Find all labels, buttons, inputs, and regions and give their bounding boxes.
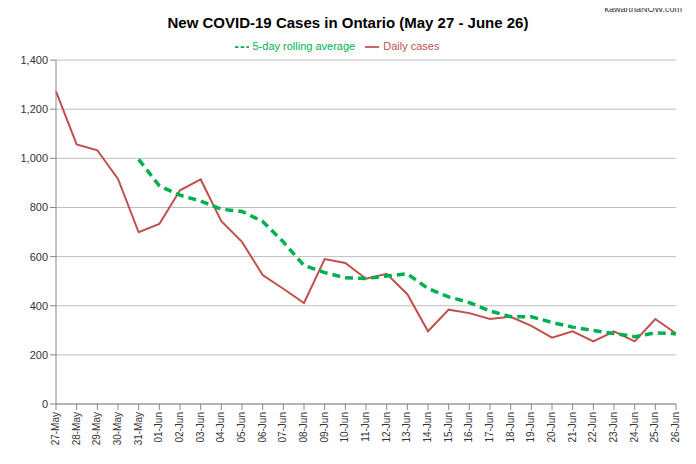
svg-text:18-Jun: 18-Jun bbox=[505, 412, 516, 443]
svg-text:01-Jun: 01-Jun bbox=[153, 412, 164, 443]
svg-text:29-May: 29-May bbox=[91, 412, 102, 445]
svg-text:400: 400 bbox=[30, 300, 48, 312]
svg-text:07-Jun: 07-Jun bbox=[277, 412, 288, 443]
svg-text:600: 600 bbox=[30, 251, 48, 263]
svg-text:09-Jun: 09-Jun bbox=[319, 412, 330, 443]
svg-text:23-Jun: 23-Jun bbox=[608, 412, 619, 443]
svg-text:08-Jun: 08-Jun bbox=[298, 412, 309, 443]
svg-text:30-May: 30-May bbox=[112, 412, 123, 445]
svg-text:28-May: 28-May bbox=[71, 412, 82, 445]
svg-text:1,400: 1,400 bbox=[20, 54, 48, 66]
svg-text:1,000: 1,000 bbox=[20, 152, 48, 164]
svg-text:13-Jun: 13-Jun bbox=[401, 412, 412, 443]
svg-text:19-Jun: 19-Jun bbox=[525, 412, 536, 443]
html-text:Daily cases: Daily cases bbox=[383, 40, 440, 52]
svg-text:200: 200 bbox=[30, 349, 48, 361]
svg-text:21-Jun: 21-Jun bbox=[567, 412, 578, 443]
svg-text:800: 800 bbox=[30, 201, 48, 213]
svg-text:26-Jun: 26-Jun bbox=[670, 412, 681, 443]
svg-text:22-Jun: 22-Jun bbox=[587, 412, 598, 443]
svg-text:27-May: 27-May bbox=[50, 412, 61, 445]
svg-text:05-Jun: 05-Jun bbox=[236, 412, 247, 443]
svg-text:03-Jun: 03-Jun bbox=[195, 412, 206, 443]
svg-text:0: 0 bbox=[42, 398, 48, 410]
svg-text:15-Jun: 15-Jun bbox=[443, 412, 454, 443]
svg-text:25-Jun: 25-Jun bbox=[649, 412, 660, 443]
svg-text:06-Jun: 06-Jun bbox=[257, 412, 268, 443]
svg-text:12-Jun: 12-Jun bbox=[381, 412, 392, 443]
svg-text:20-Jun: 20-Jun bbox=[546, 412, 557, 443]
svg-text:04-Jun: 04-Jun bbox=[215, 412, 226, 443]
svg-text:16-Jun: 16-Jun bbox=[463, 412, 474, 443]
svg-text:10-Jun: 10-Jun bbox=[339, 412, 350, 443]
html-text:5-day rolling average: 5-day rolling average bbox=[252, 40, 356, 52]
svg-text:1,200: 1,200 bbox=[20, 103, 48, 115]
svg-text:14-Jun: 14-Jun bbox=[422, 412, 433, 443]
svg-text:17-Jun: 17-Jun bbox=[484, 412, 495, 443]
svg-text:24-Jun: 24-Jun bbox=[629, 412, 640, 443]
svg-text:02-Jun: 02-Jun bbox=[174, 412, 185, 443]
html-text:kawarthaNOW.com: kawarthaNOW.com bbox=[604, 4, 682, 14]
svg-text:31-May: 31-May bbox=[133, 412, 144, 445]
svg-text:11-Jun: 11-Jun bbox=[360, 412, 371, 442]
html-text:New COVID-19 Cases in Ontario: New COVID-19 Cases in Ontario (May 27 - … bbox=[167, 14, 529, 31]
